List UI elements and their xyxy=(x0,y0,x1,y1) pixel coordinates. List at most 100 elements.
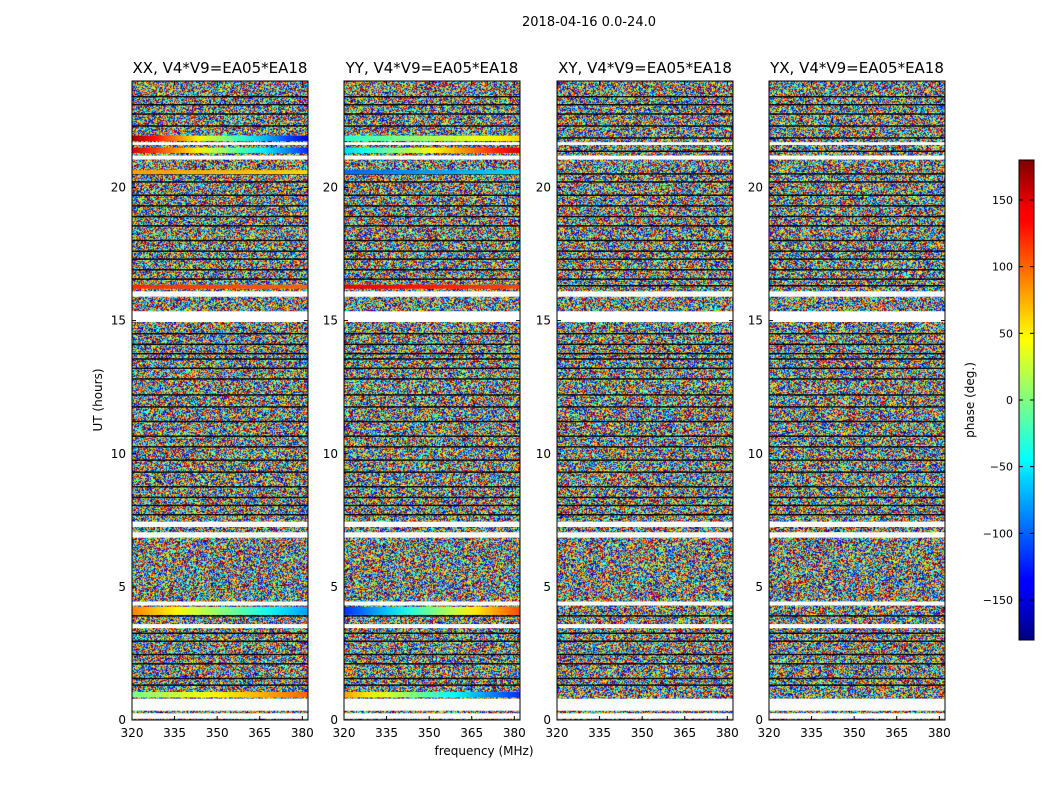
dark-line-xx-40 xyxy=(132,103,308,106)
y-tick-label-xx-0: 0 xyxy=(118,713,126,727)
x-tick-label-xx-0: 320 xyxy=(121,726,144,740)
dark-line-yx-25 xyxy=(769,278,945,280)
dark-line-xx-33 xyxy=(132,194,308,196)
heatmap-xx: 320 335 350 365 380 0 5 10 15 20 xyxy=(111,80,314,740)
dark-line-yx-5 xyxy=(769,632,945,634)
dark-line-xy-4 xyxy=(557,640,733,642)
flagged-gap-xx-4 xyxy=(132,532,308,538)
dark-line-xy-6 xyxy=(557,615,733,617)
x-tick-label-xx-3: 365 xyxy=(248,726,271,740)
dark-line-yy-40 xyxy=(344,103,520,106)
dark-line-yy-19 xyxy=(344,367,520,370)
y-tick-label-yx-3: 15 xyxy=(748,314,763,328)
dark-line-xy-26 xyxy=(557,269,733,271)
dark-line-yx-36 xyxy=(769,150,945,153)
dark-line-xx-31 xyxy=(132,215,308,218)
flagged-gap-xx-5 xyxy=(132,521,308,527)
dark-line-yy-11 xyxy=(344,471,520,473)
flagged-gap-yx-7 xyxy=(769,291,945,297)
dark-line-yx-7 xyxy=(769,513,945,516)
phase-noise-xy xyxy=(557,81,733,720)
flagged-gap-xy-5 xyxy=(557,521,733,527)
flagged-gap-yy-9 xyxy=(344,142,520,145)
dark-line-xx-27 xyxy=(132,258,308,260)
flagged-gap-yy-2 xyxy=(344,624,520,629)
coherent-band-yy-2 xyxy=(344,284,520,289)
frame-xy xyxy=(556,80,734,721)
flagged-gap-yy-6 xyxy=(344,311,520,322)
flagged-gap-xy-6 xyxy=(557,311,733,322)
dark-line-xy-7 xyxy=(557,513,733,516)
dark-line-xx-21 xyxy=(132,352,308,355)
dark-line-yy-2 xyxy=(344,663,520,665)
dark-line-yy-21 xyxy=(344,352,520,355)
heatmap-yy: 320 335 350 365 380 0 5 10 15 20 xyxy=(323,80,526,740)
flagged-gap-yx-4 xyxy=(769,532,945,538)
y-tick-label-yx-1: 5 xyxy=(755,580,763,594)
flagged-gap-yx-8 xyxy=(769,155,945,160)
dark-line-yy-5 xyxy=(344,632,520,634)
dark-line-xx-3 xyxy=(132,653,308,656)
dark-line-xy-27 xyxy=(557,258,733,260)
dark-line-xy-2 xyxy=(557,663,733,665)
x-axis-label: frequency (MHz) xyxy=(434,744,533,758)
colorbar-tick-label-1: 100 xyxy=(992,261,1013,274)
dark-line-xy-17 xyxy=(557,394,733,396)
dark-line-xx-29 xyxy=(132,239,308,242)
dark-line-xy-21 xyxy=(557,352,733,355)
flagged-gap-xx-6 xyxy=(132,311,308,322)
dark-line-xy-14 xyxy=(557,435,733,437)
x-tick-label-xx-1: 335 xyxy=(163,726,186,740)
dark-line-xx-38 xyxy=(132,125,308,127)
dark-line-yx-10 xyxy=(769,486,945,488)
frame-yy xyxy=(343,80,521,721)
flagged-gap-xy-2 xyxy=(557,624,733,629)
coherent-band-yy-1 xyxy=(344,606,520,615)
coherent-band-yy-5 xyxy=(344,135,520,141)
dark-line-yy-34 xyxy=(344,181,520,183)
flagged-gap-xx-8 xyxy=(132,155,308,160)
x-tick-label-xy-2: 350 xyxy=(631,726,654,740)
frame-yx xyxy=(768,80,946,721)
flagged-gap-xx-7 xyxy=(132,291,308,297)
flagged-gap-yy-3 xyxy=(344,601,520,606)
dark-line-xy-32 xyxy=(557,205,733,207)
flagged-gap-yx-1 xyxy=(769,698,945,711)
colorbar: 150 100 50 0 −50 −100 −150 phase (deg.) xyxy=(963,159,1035,641)
dark-line-xy-40 xyxy=(557,103,733,106)
dark-line-xy-1 xyxy=(557,677,733,680)
dark-line-xx-14 xyxy=(132,435,308,437)
dark-line-yy-13 xyxy=(344,446,520,448)
x-tick-label-xy-1: 335 xyxy=(588,726,611,740)
dark-line-yy-39 xyxy=(344,113,520,115)
flagged-gap-yy-0 xyxy=(344,713,520,719)
dark-line-xy-24 xyxy=(557,285,733,287)
flagged-gap-yy-8 xyxy=(344,155,520,160)
dark-line-yx-30 xyxy=(769,225,945,227)
dark-line-yy-41 xyxy=(344,95,520,98)
dark-line-yy-9 xyxy=(344,496,520,499)
dark-line-yx-0 xyxy=(769,684,945,686)
x-tick-label-yx-2: 350 xyxy=(843,726,866,740)
dark-line-xx-15 xyxy=(132,420,308,423)
dark-line-xy-13 xyxy=(557,446,733,448)
dark-line-yx-28 xyxy=(769,250,945,252)
flagged-gap-xx-2 xyxy=(132,624,308,629)
dark-line-xy-41 xyxy=(557,95,733,98)
dark-line-xy-10 xyxy=(557,486,733,488)
flagged-gap-xy-9 xyxy=(557,142,733,145)
colorbar-tick-label-3: 0 xyxy=(1006,394,1013,407)
flagged-gap-xy-4 xyxy=(557,532,733,538)
dark-line-yy-6 xyxy=(344,615,520,617)
x-tick-label-yy-4: 380 xyxy=(503,726,526,740)
dark-line-xy-34 xyxy=(557,181,733,183)
dark-line-xx-2 xyxy=(132,663,308,665)
dark-line-yy-16 xyxy=(344,406,520,408)
dark-line-yx-21 xyxy=(769,352,945,355)
coherent-band-xx-3 xyxy=(132,170,308,175)
flagged-gap-yx-0 xyxy=(769,713,945,719)
y-axis-label: UT (hours) xyxy=(91,368,105,431)
dark-line-xy-37 xyxy=(557,137,733,139)
dark-line-yy-20 xyxy=(344,358,520,360)
dark-line-xx-4 xyxy=(132,640,308,642)
